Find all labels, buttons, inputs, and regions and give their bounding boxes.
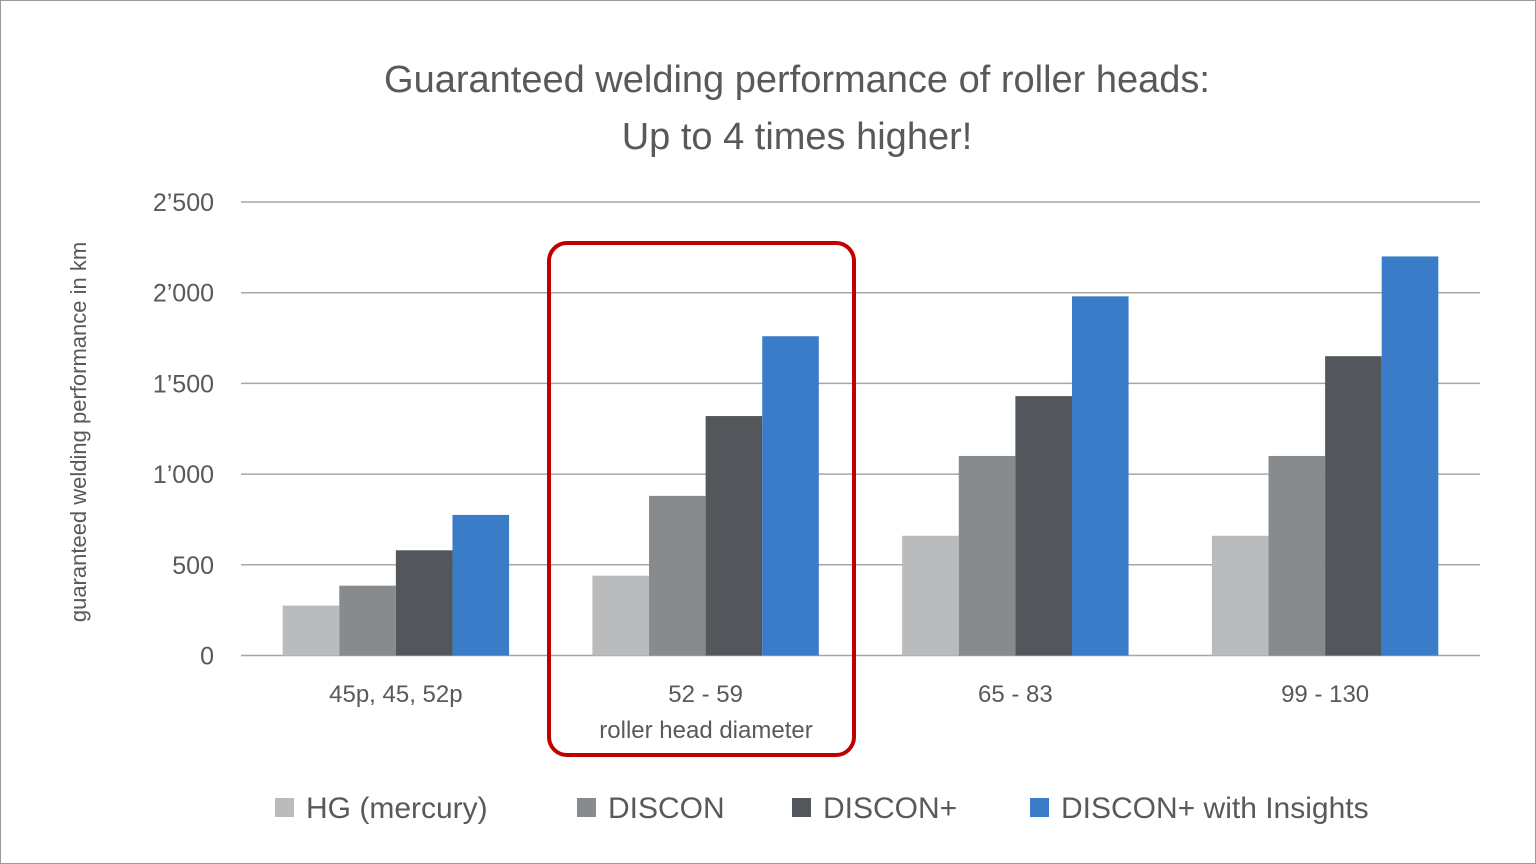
y-tick-label: 500: [172, 552, 214, 580]
bar-discon: [1268, 455, 1326, 656]
x-tick-label: 65 - 83: [978, 681, 1053, 708]
highlight-box: [547, 241, 856, 757]
x-tick-label: 52 - 59: [668, 681, 743, 708]
y-tick-label: 0: [200, 643, 214, 671]
y-tick-label: 1’500: [153, 370, 214, 398]
bar-discon-with-insights: [452, 514, 510, 656]
chart-title-line2: Up to 4 times higher!: [622, 116, 973, 158]
legend-swatch: [1030, 798, 1049, 817]
bar-discon-with-insights: [1381, 256, 1439, 656]
legend-label: HG (mercury): [306, 792, 488, 825]
bar-discon-with-insights: [762, 336, 819, 656]
legend-swatch: [792, 798, 811, 817]
bar-discon: [339, 585, 396, 656]
y-tick-label: 1’000: [153, 461, 214, 489]
legend-swatch: [577, 798, 596, 817]
bar-hg-mercury-: [1211, 535, 1269, 656]
bar-discon: [958, 455, 1016, 656]
y-tick-label: 2’500: [153, 189, 214, 217]
x-tick-label: 99 - 130: [1281, 681, 1369, 708]
bar-discon-: [395, 550, 453, 656]
chart-title-line1: Guaranteed welding performance of roller…: [384, 59, 1210, 101]
legend-label: DISCON+: [823, 792, 957, 825]
bar-discon-: [705, 416, 763, 656]
legend-swatch: [275, 798, 294, 817]
bar-discon-: [1325, 356, 1382, 656]
bar-hg-mercury-: [592, 575, 650, 656]
bar-hg-mercury-: [282, 605, 340, 656]
legend-label: DISCON: [608, 792, 725, 825]
x-axis-label: roller head diameter: [599, 717, 812, 744]
bar-hg-mercury-: [902, 535, 959, 656]
bar-discon-with-insights: [1071, 296, 1129, 656]
bar-discon-: [1015, 396, 1072, 656]
x-tick-label: 45p, 45, 52p: [329, 681, 462, 708]
y-axis-label: guaranteed welding performance in km: [66, 242, 91, 622]
legend-label: DISCON+ with Insights: [1061, 792, 1369, 825]
bar-discon: [649, 495, 706, 656]
y-tick-label: 2’000: [153, 280, 214, 308]
